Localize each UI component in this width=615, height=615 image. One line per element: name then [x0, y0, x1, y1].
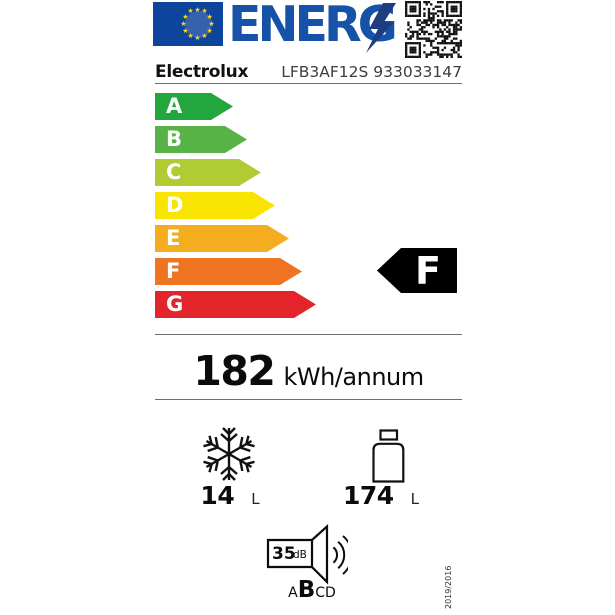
star-icon: ★ — [187, 31, 194, 40]
qr-code — [405, 1, 462, 58]
freezer-volume-value: 14 — [200, 481, 235, 510]
fridge-volume-unit: L — [410, 490, 420, 508]
scale-arrow-e: E — [155, 225, 289, 252]
rating-arrow: F — [377, 248, 457, 293]
scale-arrow-f: F — [155, 258, 302, 285]
section-divider-bottom — [155, 399, 462, 400]
fridge-volume: 174 L — [331, 481, 431, 510]
section-divider-top — [155, 334, 462, 335]
star-icon: ★ — [182, 12, 189, 21]
bottle-icon — [372, 429, 405, 483]
eu-flag-disc — [185, 11, 212, 38]
star-icon: ★ — [208, 19, 215, 28]
snowflake-icon — [203, 427, 255, 481]
energy-value: 182 — [193, 347, 276, 395]
model-number: LFB3AF12S 933033147 — [281, 63, 462, 81]
freezer-volume-unit: L — [251, 490, 260, 508]
brand-name: Electrolux — [155, 62, 249, 82]
scale-arrow-g: G — [155, 291, 316, 318]
header-divider — [155, 83, 462, 84]
star-icon: ★ — [201, 7, 208, 16]
scale-arrow-b: B — [155, 126, 247, 153]
noise-class-c: C — [315, 585, 326, 601]
noise-class-b: B — [297, 577, 316, 603]
energy-unit: kWh/annum — [283, 363, 424, 391]
star-icon: ★ — [201, 31, 208, 40]
energy-logo-text: ENERG — [228, 0, 398, 53]
star-icon: ★ — [182, 26, 189, 35]
star-icon: ★ — [187, 7, 194, 16]
speaker-icon — [266, 524, 348, 585]
noise-unit: dB — [293, 549, 307, 561]
freezer-volume: 14 L — [180, 481, 280, 510]
star-icon: ★ — [180, 19, 187, 28]
scale-arrow-a: A — [155, 93, 233, 120]
star-icon: ★ — [194, 33, 201, 42]
scale-arrow-d: D — [155, 192, 275, 219]
eu-flag-logo: ★ ★ ★ ★ ★ ★ ★ ★ ★ ★ ★ ★ — [153, 2, 223, 46]
rating-class-letter: F — [415, 248, 441, 293]
star-icon: ★ — [206, 12, 213, 21]
noise-class-d: D — [325, 585, 336, 601]
fridge-volume-value: 174 — [342, 481, 394, 510]
star-icon: ★ — [194, 5, 201, 14]
lightning-bolt-icon — [366, 3, 396, 53]
noise-value: 35 — [272, 544, 296, 564]
regulation-reference: 2019/2016 — [444, 565, 453, 609]
scale-arrow-c: C — [155, 159, 261, 186]
energy-consumption: 182 kWh/annum — [155, 347, 462, 395]
star-icon: ★ — [206, 26, 213, 35]
noise-class-a: A — [288, 585, 298, 601]
